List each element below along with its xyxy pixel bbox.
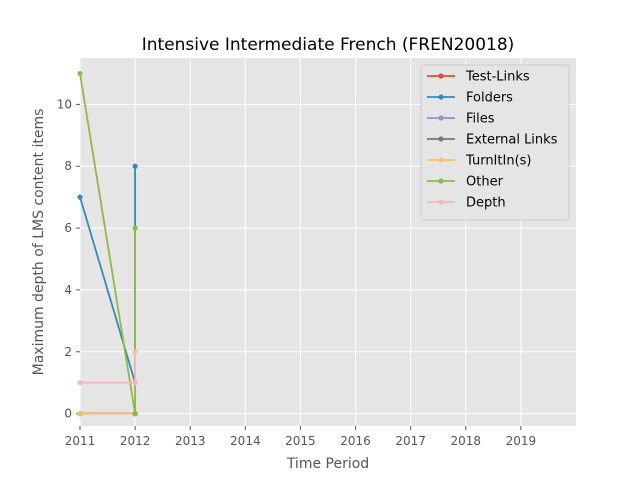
x-tick-label: 2014 [230, 434, 261, 448]
legend-marker [438, 115, 444, 121]
y-axis: 0 2 4 6 8 10 [57, 97, 80, 421]
data-point [132, 411, 138, 417]
series-depth [77, 349, 138, 386]
x-tick-label: 2016 [340, 434, 371, 448]
x-tick-label: 2018 [451, 434, 482, 448]
legend-marker [438, 136, 444, 142]
data-point [132, 225, 138, 231]
y-axis-title: Maximum depth of LMS content items [31, 109, 47, 376]
legend-item: Folders [427, 91, 513, 106]
legend-label: Other [466, 175, 504, 190]
x-tick-label: 2013 [175, 434, 206, 448]
x-axis-title: Time Period [286, 456, 369, 472]
x-tick-label: 2011 [65, 434, 96, 448]
legend-label: TurnItIn(s) [465, 154, 531, 169]
y-tick-label: 10 [57, 97, 72, 111]
legend-marker [438, 157, 444, 163]
legend-marker [438, 94, 444, 100]
y-tick-label: 0 [64, 407, 72, 421]
legend-marker [438, 199, 444, 205]
y-tick-label: 8 [64, 159, 72, 173]
legend: Test-Links Folders Files External Links Turn… [420, 64, 570, 221]
legend-label: Files [466, 112, 495, 127]
chart-title: Intensive Intermediate French (FREN20018… [142, 35, 515, 55]
legend-item: External Links [427, 133, 558, 148]
data-point [77, 70, 83, 77]
y-tick-label: 4 [64, 283, 72, 297]
y-tick-label: 6 [64, 221, 72, 235]
data-point [77, 380, 83, 386]
legend-item: Test-Links [427, 70, 530, 85]
legend-label: External Links [466, 133, 558, 148]
legend-marker [438, 73, 444, 79]
x-axis: 2011 2012 2013 2014 2015 2016 2017 2018 2019 [65, 426, 536, 448]
legend-marker [438, 178, 444, 184]
data-point [132, 163, 138, 169]
series-other [77, 70, 138, 417]
x-tick-label: 2015 [285, 434, 316, 448]
legend-label: Test-Links [465, 70, 530, 85]
x-tick-label: 2012 [120, 434, 151, 448]
legend-item: Other [427, 175, 504, 190]
x-tick-label: 2019 [506, 434, 537, 448]
legend-item: Files [427, 112, 495, 127]
x-tick-label: 2017 [395, 434, 426, 448]
data-point [132, 380, 138, 386]
series-layer [77, 70, 138, 417]
legend-label: Folders [466, 91, 513, 106]
y-tick-label: 2 [64, 345, 72, 359]
legend-box [420, 64, 570, 221]
legend-label: Depth [466, 196, 506, 211]
data-point [77, 194, 83, 200]
data-point [132, 349, 138, 355]
data-point [77, 411, 83, 417]
legend-item: Depth [427, 196, 506, 211]
legend-item: TurnItIn(s) [427, 154, 531, 169]
